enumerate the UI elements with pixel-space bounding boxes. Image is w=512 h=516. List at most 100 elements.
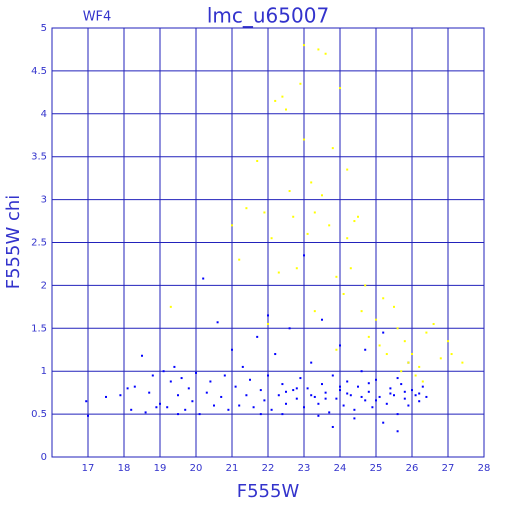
point: [367, 382, 370, 385]
point: [245, 394, 248, 397]
point: [231, 224, 233, 227]
chart-title: lmc_u65007: [207, 4, 329, 28]
point: [447, 340, 449, 343]
x-tick-label: 28: [478, 463, 491, 474]
point: [339, 87, 341, 90]
point: [281, 383, 284, 386]
point: [303, 406, 305, 409]
point: [292, 215, 295, 218]
y-tick-label: 1.5: [31, 323, 47, 334]
point: [313, 395, 316, 398]
point: [198, 413, 201, 416]
point: [259, 389, 262, 392]
point: [317, 402, 320, 405]
point: [303, 254, 305, 257]
point: [321, 383, 323, 386]
point: [277, 394, 280, 397]
point: [450, 353, 453, 356]
point: [144, 411, 147, 414]
x-tick-label: 19: [154, 463, 167, 474]
y-tick-label: 2: [41, 280, 47, 291]
point: [270, 408, 273, 411]
point: [342, 404, 345, 407]
point: [407, 361, 410, 364]
point: [313, 310, 316, 313]
point: [169, 380, 172, 383]
point: [187, 387, 190, 390]
point: [256, 159, 259, 162]
point: [389, 392, 392, 395]
x-tick-label: 24: [334, 463, 347, 474]
point: [238, 404, 241, 407]
x-tick-label: 17: [82, 463, 95, 474]
point: [367, 390, 370, 393]
point: [169, 305, 172, 308]
point: [238, 258, 241, 261]
point: [313, 211, 316, 214]
x-tick-label: 25: [370, 463, 383, 474]
point: [285, 108, 287, 111]
point: [317, 48, 320, 51]
y-tick-label: 3: [41, 195, 47, 206]
point: [263, 399, 266, 402]
point: [306, 232, 309, 235]
point: [241, 365, 244, 368]
point: [353, 417, 356, 420]
point: [133, 385, 136, 388]
point: [385, 353, 388, 356]
point: [162, 370, 165, 373]
point: [234, 385, 237, 388]
point: [213, 404, 215, 407]
point: [403, 340, 406, 343]
point: [389, 387, 392, 390]
point: [151, 374, 154, 377]
point: [353, 220, 356, 223]
point: [432, 323, 435, 326]
point: [126, 387, 129, 390]
point: [375, 318, 377, 321]
point: [385, 402, 388, 405]
point: [220, 395, 223, 398]
point: [177, 413, 179, 416]
point: [403, 390, 406, 393]
point: [342, 292, 345, 295]
y-tick-label: 5: [41, 23, 47, 34]
point: [310, 361, 313, 364]
point: [105, 395, 107, 398]
x-tick-label: 21: [226, 463, 239, 474]
point: [321, 318, 323, 321]
point: [299, 82, 302, 85]
point: [346, 392, 349, 395]
point: [382, 297, 385, 300]
point: [346, 380, 349, 383]
point: [407, 404, 410, 407]
point: [396, 430, 399, 433]
point: [339, 344, 341, 347]
x-tick-label: 20: [190, 463, 203, 474]
point: [418, 365, 421, 368]
x-tick-label: 27: [442, 463, 455, 474]
x-tick-label: 22: [262, 463, 275, 474]
point: [349, 394, 352, 397]
point: [353, 408, 356, 411]
y-tick-label: 2.5: [31, 238, 47, 249]
point: [310, 394, 313, 397]
y-tick-label: 1: [41, 366, 47, 377]
point: [396, 413, 399, 416]
point: [306, 387, 309, 390]
y-tick-label: 4: [41, 109, 47, 120]
point: [274, 99, 277, 102]
point: [159, 402, 161, 405]
x-axis-label: F555W: [237, 481, 300, 502]
point: [299, 377, 302, 380]
point: [339, 389, 341, 392]
point: [418, 392, 421, 395]
point: [148, 391, 151, 394]
y-tick-label: 0: [41, 452, 47, 463]
point: [166, 406, 169, 409]
point: [270, 237, 273, 240]
point: [267, 323, 269, 326]
point: [141, 354, 143, 357]
point: [223, 374, 226, 377]
point: [321, 194, 323, 197]
